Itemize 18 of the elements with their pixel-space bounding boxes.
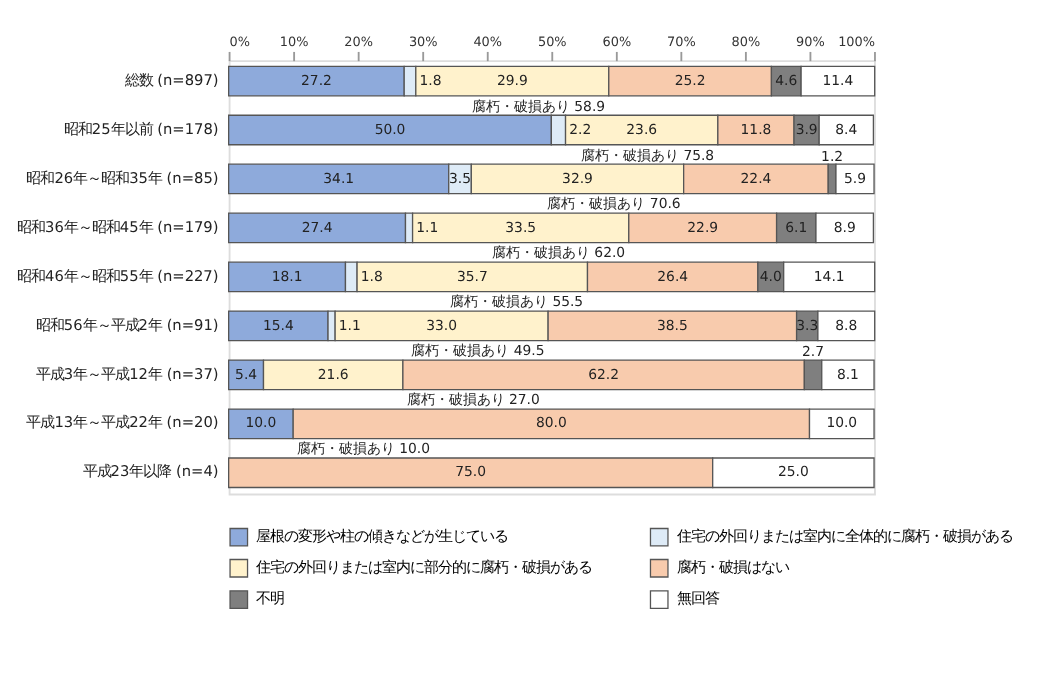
y-tick-label: 昭和25年以前 (n=178): [63, 119, 219, 138]
bar: [835, 163, 875, 195]
y-tick-label: 平成23年以降 (n=4): [82, 462, 219, 481]
legend-label: 住宅の外回りまたは室内に全体的に腐朽・破損がある: [674, 526, 1013, 545]
legend-label: 住宅の外回りまたは室内に部分的に腐朽・破損がある: [254, 557, 593, 576]
y-tick-label: 昭和36年～昭和45年 (n=179): [17, 217, 219, 236]
y-tick-label: 総数 (n=897): [122, 70, 219, 89]
legend-label: 不明: [256, 589, 285, 608]
legend-label: 屋根の変形や柱の傾きなどが生じている: [256, 526, 509, 545]
y-tick-label: 昭和56年～平成2年 (n=91): [35, 315, 219, 334]
y-tick-label: 平成13年～平成22年 (n=20): [26, 413, 219, 432]
bar: [228, 310, 329, 342]
legend-label: 無回答: [676, 589, 719, 608]
legend-label: 腐朽・破損はない: [676, 557, 789, 576]
bar: [228, 212, 407, 244]
y-tick-label: 昭和46年～昭和55年 (n=227): [17, 266, 219, 285]
y-tick-label: 昭和26年～昭和35年 (n=85): [26, 168, 219, 187]
y-tick-label: 平成3年～平成12年 (n=37): [35, 364, 219, 383]
